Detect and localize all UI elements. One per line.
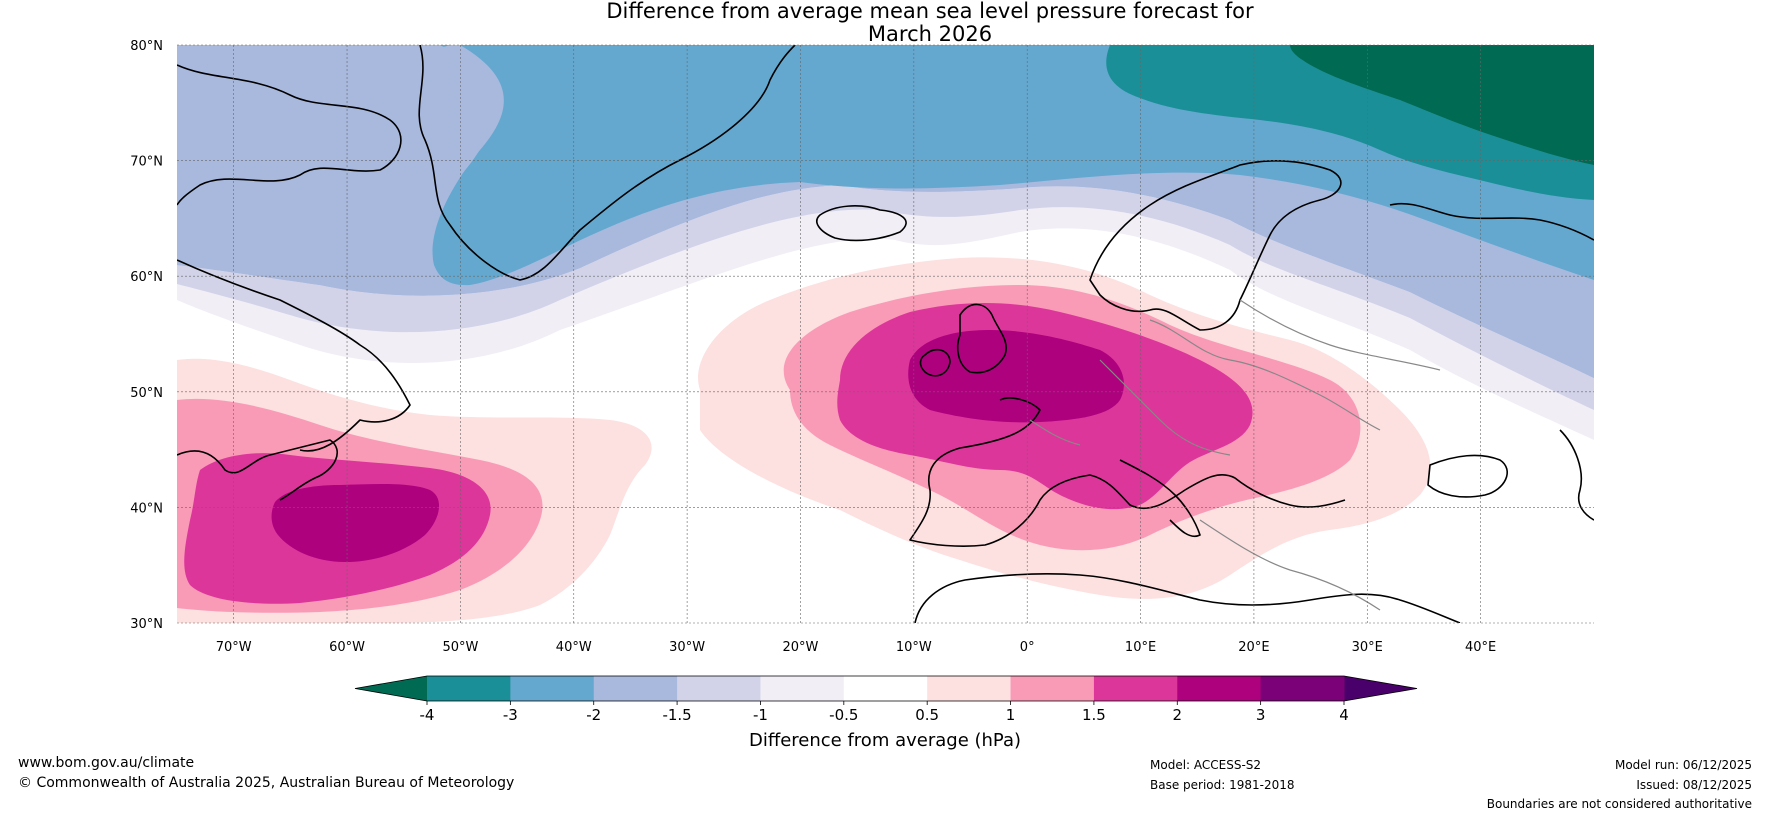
colorbar-segment xyxy=(593,676,678,701)
coast-greenland xyxy=(418,45,796,281)
lat-label: 60°N xyxy=(130,270,163,285)
lon-label: 10°W xyxy=(896,640,932,655)
colorbar-tick-label: 2 xyxy=(1172,706,1182,724)
colorbar-tick-label: -1.5 xyxy=(662,706,691,724)
anomaly-contours xyxy=(177,45,1594,623)
colorbar-tick-label: 1 xyxy=(1006,706,1016,724)
lat-label: 40°N xyxy=(130,501,163,516)
colorbar-tick-label: 3 xyxy=(1256,706,1266,724)
colorbar-segment xyxy=(1260,676,1345,701)
lon-label: 30°W xyxy=(669,640,705,655)
longitude-labels: 70°W 60°W 50°W 40°W 30°W 20°W 10°W 0° 10°E 20°E 30… xyxy=(216,640,1497,655)
pressure-anomaly-map[interactable] xyxy=(177,44,1594,624)
colorbar: -4 -3 -2 -1.5 -1 -0.5 0.5 1 1.5 2 3 4 xyxy=(354,675,1418,724)
colorbar-tick-label: -4 xyxy=(420,706,435,724)
coast-north-africa xyxy=(914,573,1461,623)
colorbar-segment xyxy=(1010,676,1095,701)
colorbar-tick-label: 1.5 xyxy=(1082,706,1106,724)
colorbar-tick-label: -0.5 xyxy=(829,706,858,724)
lat-label: 80°N xyxy=(130,39,163,54)
disclaimer-text: Boundaries are not considered authoritat… xyxy=(1487,797,1752,811)
lon-label: 10°E xyxy=(1125,640,1156,655)
coast-russia-arctic xyxy=(1389,202,1594,241)
lon-label: 60°W xyxy=(329,640,365,655)
lon-label: 20°E xyxy=(1238,640,1269,655)
colorbar-segment xyxy=(510,676,595,701)
coast-italy xyxy=(1119,459,1201,538)
colorbar-segment xyxy=(760,676,845,701)
colorbar-low-extend xyxy=(355,676,427,701)
coastlines xyxy=(177,45,1594,623)
colorbar-label: Difference from average (hPa) xyxy=(749,730,1021,751)
lon-label: 70°W xyxy=(216,640,252,655)
lat-label: 30°N xyxy=(130,617,163,632)
title-line-1: Difference from average mean sea level p… xyxy=(606,0,1254,23)
latitude-labels: 80°N 70°N 60°N 50°N 40°N 30°N xyxy=(130,39,163,632)
country-borders xyxy=(1029,299,1441,611)
colorbar-segment xyxy=(1177,676,1262,701)
colorbar-tick-label: -2 xyxy=(586,706,601,724)
contour-minus-4 xyxy=(1290,45,1594,165)
colorbar-tick-label: 4 xyxy=(1339,706,1349,724)
colorbar-segment xyxy=(1093,676,1178,701)
contour-plus-2-west xyxy=(271,484,440,562)
lon-label: 0° xyxy=(1020,640,1035,655)
colorbar-segment xyxy=(677,676,761,701)
base-period-info: Base period: 1981-2018 xyxy=(1150,778,1295,792)
colorbar-segment xyxy=(427,676,511,701)
contour-plus-2-europe xyxy=(908,330,1124,423)
colorbar-tick-label: 0.5 xyxy=(915,706,939,724)
lon-label: 40°W xyxy=(556,640,592,655)
colorbar-tick-label: -3 xyxy=(503,706,518,724)
colorbar-segment xyxy=(927,676,1012,701)
coast-mediterranean xyxy=(1089,474,1346,510)
colorbar-high-extend xyxy=(1344,676,1417,701)
coast-scandinavia xyxy=(1089,160,1342,331)
graticule xyxy=(177,44,1594,624)
model-run-info: Model run: 06/12/2025 xyxy=(1615,758,1752,772)
lon-label: 30°E xyxy=(1352,640,1383,655)
website-link[interactable]: www.bom.gov.au/climate xyxy=(18,755,194,771)
lat-label: 70°N xyxy=(130,155,163,170)
copyright-text: © Commonwealth of Australia 2025, Austra… xyxy=(18,775,514,791)
lon-label: 40°E xyxy=(1465,640,1496,655)
coast-canada-arctic xyxy=(177,64,402,206)
coast-black-sea xyxy=(1427,454,1508,498)
contour-minus-1-5-north xyxy=(177,45,496,222)
coast-labrador xyxy=(177,259,411,452)
coast-british-isles xyxy=(919,303,1007,377)
colorbar-tick-label: -1 xyxy=(753,706,768,724)
coast-north-america-east xyxy=(177,439,338,501)
lat-label: 50°N xyxy=(130,386,163,401)
issued-info: Issued: 08/12/2025 xyxy=(1636,778,1752,792)
lon-label: 50°W xyxy=(442,640,478,655)
colorbar-segment xyxy=(843,676,928,701)
lon-label: 20°W xyxy=(783,640,819,655)
coast-iberia-france xyxy=(909,397,1091,547)
model-info: Model: ACCESS-S2 xyxy=(1150,758,1261,772)
title-line-2: March 2026 xyxy=(868,22,992,46)
coast-iceland xyxy=(816,205,907,242)
coast-caspian-region xyxy=(1559,429,1594,521)
